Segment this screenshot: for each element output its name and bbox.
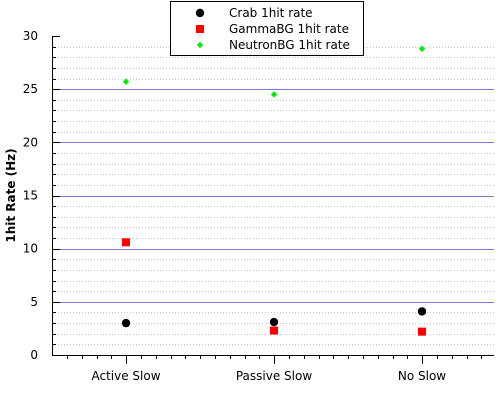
- axes-layer: [52, 36, 494, 364]
- data-point-series-2: [122, 78, 130, 85]
- legend-marker: [196, 41, 204, 49]
- points-layer: [121, 45, 427, 336]
- data-point-series-0: [121, 318, 131, 328]
- data-point-series-2: [270, 91, 278, 98]
- data-point-series-0: [269, 317, 279, 327]
- y-tick-label: 10: [23, 242, 38, 256]
- labels-layer: 0 5 10 15 20 25 30 Active Slow Passive Slow No Sl…: [4, 29, 446, 383]
- legend-marker: [196, 25, 204, 33]
- data-point-series-1: [418, 327, 426, 336]
- y-tick-label: 5: [30, 295, 38, 309]
- legend-label: NeutronBG 1hit rate: [229, 38, 350, 52]
- y-tick-label: 30: [23, 29, 38, 43]
- grid-layer: [52, 47, 494, 345]
- y-tick-label: 25: [23, 82, 38, 96]
- data-point-series-1: [122, 238, 130, 247]
- y-tick-label: 0: [30, 348, 38, 362]
- y-tick-label: 15: [23, 189, 38, 203]
- x-tick-label: No Slow: [398, 369, 446, 383]
- y-axis-title: 1hit Rate (Hz): [4, 148, 18, 242]
- data-point-series-0: [417, 307, 427, 316]
- x-tick-label: Active Slow: [91, 369, 160, 383]
- legend-marker: [195, 8, 205, 18]
- data-point-series-1: [270, 326, 278, 335]
- y-tick-label: 20: [23, 135, 38, 149]
- legend-label: GammaBG 1hit rate: [229, 22, 349, 36]
- legend: Crab 1hit rate GammaBG 1hit rate NeutronBG…: [170, 1, 364, 56]
- x-tick-label: Passive Slow: [236, 369, 312, 383]
- legend-label: Crab 1hit rate: [229, 6, 313, 20]
- data-point-series-2: [418, 45, 426, 52]
